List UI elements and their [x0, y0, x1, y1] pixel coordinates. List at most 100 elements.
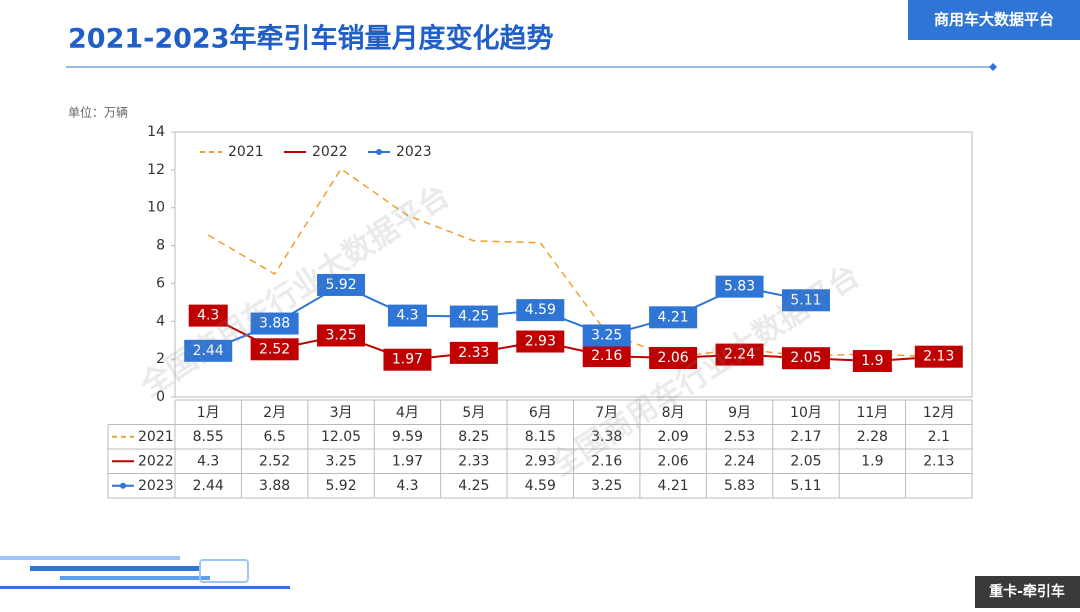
x-tick-label: 11月: [856, 405, 888, 421]
legend-label: 2022: [312, 144, 348, 160]
label-box: [250, 312, 299, 335]
table-series-name: 2021: [138, 429, 174, 445]
decor-truck: [199, 559, 249, 583]
data-label: 3.88: [259, 316, 290, 332]
table-cell: 2.13: [923, 453, 954, 469]
label-box: [317, 273, 366, 296]
table-cell: 9.59: [392, 429, 423, 445]
x-tick-label: 4月: [396, 405, 419, 421]
table-cell: 2.93: [525, 453, 556, 469]
table-series-name: 2023: [138, 478, 174, 494]
label-box: [852, 350, 892, 373]
label-box: [516, 330, 565, 353]
table-cell: 2.53: [724, 429, 755, 445]
table-cell: 3.38: [591, 429, 622, 445]
y-tick-label: 0: [156, 389, 165, 405]
table-cell: 2.05: [790, 453, 821, 469]
footer-bg: [975, 576, 1080, 608]
label-box: [250, 338, 299, 361]
watermark: 全国商用车行业大数据平台: [544, 258, 866, 484]
table-cell: 5.11: [790, 478, 821, 494]
label-box: [649, 306, 698, 329]
decor-stripe: [30, 566, 200, 571]
x-tick-label: 9月: [728, 405, 751, 421]
watermarks: 全国商用车行业大数据平台 全国商用车行业大数据平台: [134, 178, 866, 484]
page-title: 2021-2023年牵引车销量月度变化趋势: [68, 23, 554, 55]
decor-stripe: [0, 556, 180, 560]
x-tick-label: 10月: [790, 405, 822, 421]
label-box: [781, 289, 830, 312]
table-cell: 5.83: [724, 478, 755, 494]
x-tick-label: 7月: [595, 405, 618, 421]
table-cell: 3.25: [591, 478, 622, 494]
table-cell: 4.3: [197, 453, 219, 469]
label-box: [715, 275, 764, 298]
label-box: [582, 324, 631, 347]
table-cell: 2.52: [259, 453, 290, 469]
table-cell: 4.59: [525, 478, 556, 494]
data-label: 2.06: [658, 350, 689, 366]
table-cell: 4.21: [658, 478, 689, 494]
data-label: 2.13: [923, 349, 954, 365]
label-box: [184, 339, 233, 362]
table-cell: 8.25: [458, 429, 489, 445]
data-label: 2.16: [591, 348, 622, 364]
unit-label: 单位：万辆: [68, 105, 128, 120]
badge-bg: [908, 0, 1080, 40]
data-label: 2.93: [525, 334, 556, 350]
label-box: [449, 341, 498, 364]
data-label: 4.3: [197, 308, 219, 324]
table-marker: [120, 482, 126, 489]
decor-stripe: [60, 576, 210, 580]
rule-diamond: [989, 63, 997, 71]
label-box: [317, 324, 366, 347]
label-box: [516, 299, 565, 322]
table-cell: 2.44: [193, 478, 224, 494]
table-cell: 2.33: [458, 453, 489, 469]
plot-area: [174, 131, 973, 398]
x-tick-label: 2月: [263, 405, 286, 421]
data-label: 3.25: [325, 327, 356, 343]
x-tick-label: 6月: [529, 405, 552, 421]
footer-tag: 重卡-牵引车: [989, 583, 1065, 600]
data-label: 2.33: [458, 345, 489, 361]
x-tick-label: 3月: [330, 405, 353, 421]
y-tick-label: 14: [147, 124, 165, 140]
legend-marker: [376, 149, 382, 155]
table-cell: 6.5: [263, 429, 285, 445]
table-cell: 3.88: [259, 478, 290, 494]
y-tick-label: 10: [147, 200, 165, 216]
label-box: [781, 347, 830, 370]
data-label: 4.59: [525, 302, 556, 318]
table-cell: 2.28: [857, 429, 888, 445]
label-box: [449, 305, 498, 328]
label-box: [383, 348, 432, 371]
legend-label: 2023: [396, 144, 432, 160]
table-cell: 12.05: [321, 429, 361, 445]
table-series-name: 2022: [138, 453, 174, 469]
y-tick-label: 2: [156, 351, 165, 367]
decor-stripe: [0, 586, 290, 589]
label-box: [582, 345, 631, 368]
y-tick-label: 6: [156, 275, 165, 291]
table-cell: 2.17: [790, 429, 821, 445]
table-cell: 2.16: [591, 453, 622, 469]
table-cell: 2.09: [658, 429, 689, 445]
table-cell: 1.97: [392, 453, 423, 469]
data-label: 2.05: [790, 350, 821, 366]
label-box: [649, 347, 698, 370]
label-box: [188, 304, 228, 327]
y-tick-label: 8: [156, 238, 165, 254]
badge: 商用车大数据平台: [934, 11, 1054, 29]
decor: [0, 556, 290, 589]
table-cell: 4.3: [396, 478, 418, 494]
table-cell: 5.92: [325, 478, 356, 494]
table-cell: 2.1: [928, 429, 950, 445]
table-cell: 2.06: [658, 453, 689, 469]
legend-label: 2021: [228, 144, 264, 160]
label-box: [914, 345, 963, 368]
x-tick-label: 12月: [923, 405, 955, 421]
data-label: 4.21: [658, 309, 689, 325]
y-tick-label: 4: [156, 313, 165, 329]
